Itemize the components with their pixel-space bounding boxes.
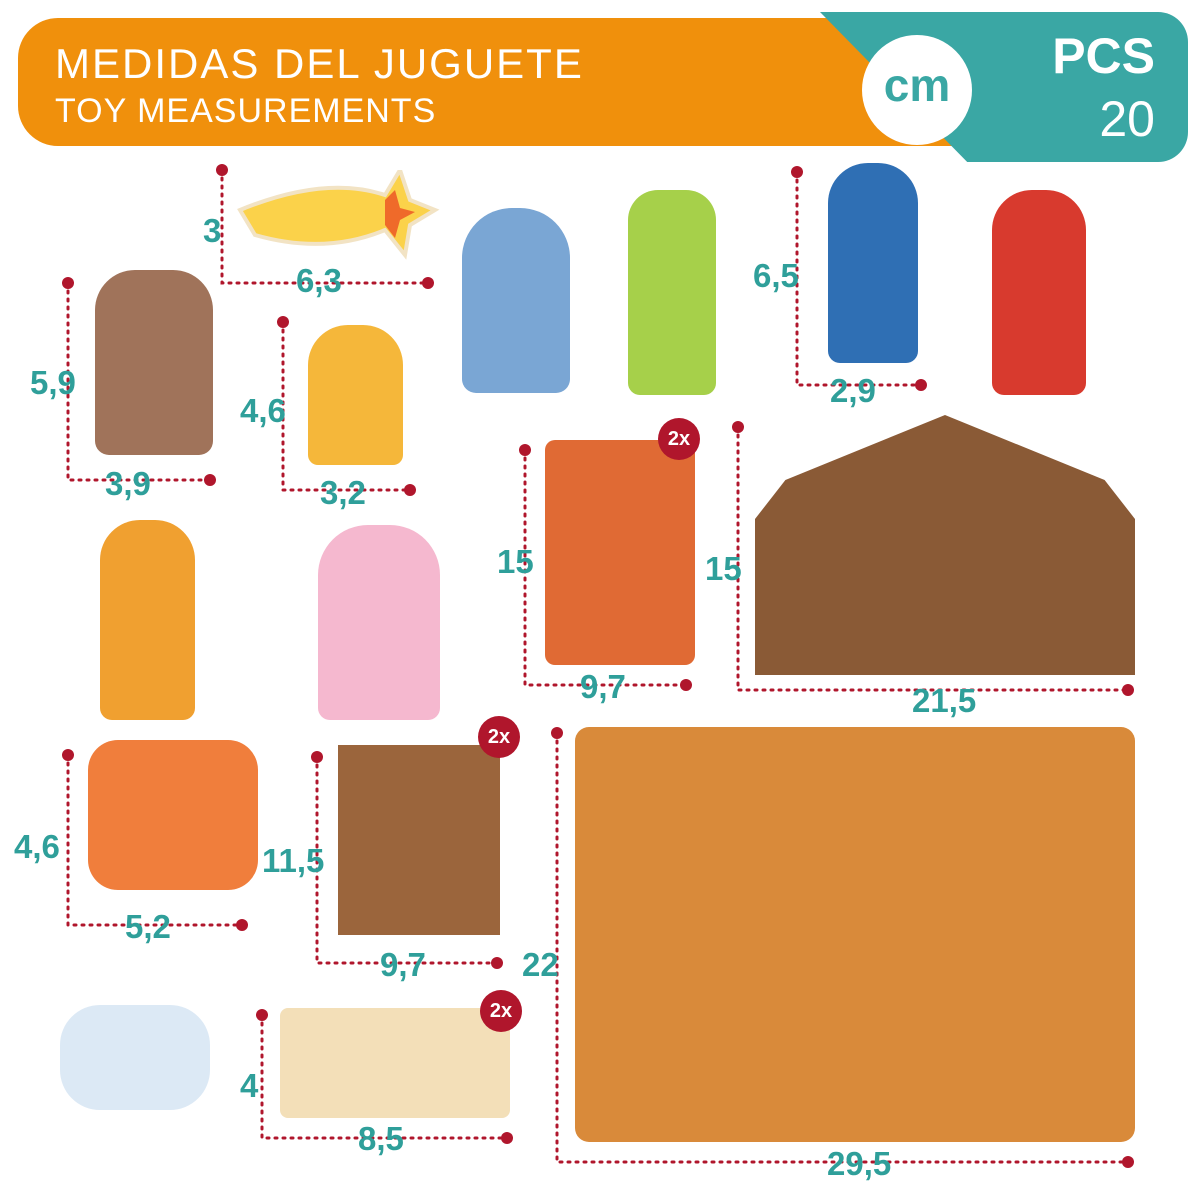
base-height: 22 (522, 946, 559, 983)
wall-height: 11,5 (262, 842, 325, 879)
wall-piece (338, 745, 500, 935)
title-spanish: MEDIDAS DEL JUGUETE (55, 40, 584, 87)
king-figure-2 (828, 163, 918, 363)
king-width: 2,9 (830, 372, 876, 409)
title-english: TOY MEASUREMENTS (55, 92, 437, 130)
quantity-badge-wall: 2x (478, 716, 520, 758)
wall-width: 9,7 (380, 946, 426, 983)
fence-piece (280, 1008, 510, 1118)
sheep-figure (60, 1005, 210, 1110)
mary-figure (462, 208, 570, 393)
king-figure-3 (992, 190, 1086, 395)
shepherd-figure (100, 520, 195, 720)
fence-width: 8,5 (358, 1120, 404, 1157)
base-board-piece (575, 727, 1135, 1142)
door-height: 15 (497, 543, 534, 580)
donkey-width: 5,2 (125, 908, 171, 945)
shooting-star-piece (237, 170, 440, 260)
joseph-height: 5,9 (30, 364, 76, 401)
pieces-label: PCS (1052, 28, 1155, 84)
quantity-badge-door: 2x (658, 418, 700, 460)
joseph-width: 3,9 (105, 465, 151, 502)
door-piece (545, 440, 695, 665)
donkey-figure (88, 740, 258, 890)
donkey-height: 4,6 (14, 828, 60, 865)
pieces-count: 20 (1099, 91, 1155, 147)
king-height: 6,5 (753, 257, 799, 294)
joseph-figure (95, 270, 213, 455)
door-width: 9,7 (580, 668, 626, 705)
baby-jesus-figure (308, 325, 403, 465)
stable-height: 15 (705, 550, 742, 587)
baby-height: 4,6 (240, 392, 286, 429)
stable-width: 21,5 (912, 682, 977, 719)
quantity-badge-fence: 2x (480, 990, 522, 1032)
star-height: 3 (203, 212, 222, 249)
base-width: 29,5 (827, 1145, 892, 1182)
cm-unit-icon: cm (862, 35, 972, 145)
baby-width: 3,2 (320, 474, 366, 511)
king-figure-1 (628, 190, 716, 395)
star-width: 6,3 (296, 262, 342, 299)
fence-height: 4 (240, 1067, 259, 1104)
angel-figure (318, 525, 440, 720)
